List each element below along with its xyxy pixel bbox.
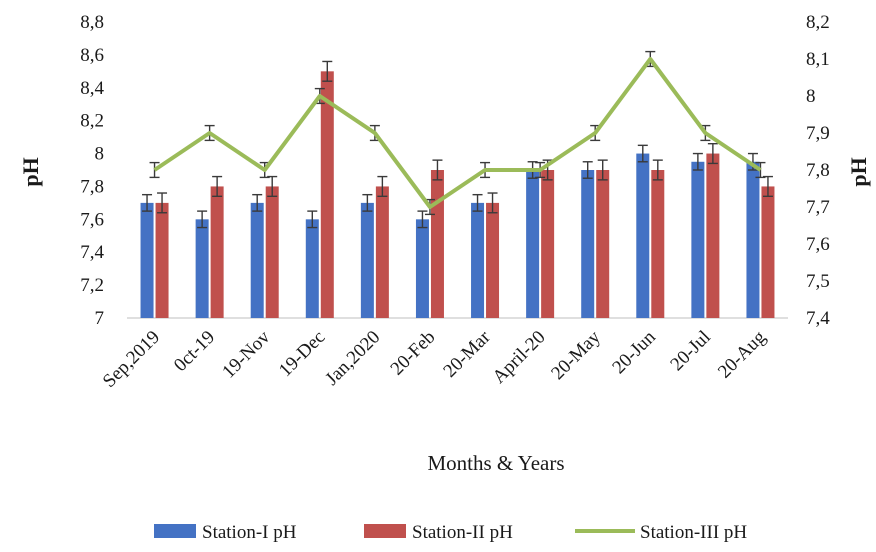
station-ii-bar [651,170,664,318]
station-ii-bar [376,186,389,318]
y-tick-left: 8,4 [80,78,104,99]
legend: Station-I pH Station-II pH Station-III pH [154,522,747,543]
station-ii-bar [266,186,279,318]
y-tick-left: 8,2 [80,111,104,132]
x-tick-label: 0ct-19 [170,327,219,376]
station-ii-bar [706,154,719,318]
x-tick-label: April-20 [489,327,550,388]
x-tick-label: 20-Mar [439,326,495,382]
station-i-bar [526,170,539,318]
x-tick-label: Sep,2019 [99,327,164,392]
station-ii-bar [541,170,554,318]
station-i-bar [141,203,154,318]
x-tick-label: 20-Aug [714,326,770,382]
y-tick-left: 8,6 [80,45,104,66]
station-i-bar [581,170,594,318]
y-tick-left: 8,8 [80,12,104,33]
y-tick-right: 7,6 [806,234,830,255]
station-i-bar [306,219,319,318]
x-tick-label: 20-Jun [608,326,660,378]
y-tick-left: 8 [95,144,105,165]
station-ii-bar [486,203,499,318]
y-tick-left: 7 [95,308,105,329]
station-ii-bar [596,170,609,318]
station-ii-bar [321,71,334,318]
y-tick-right: 7,5 [806,271,830,292]
x-tick-label: 19-Dec [275,327,329,381]
station-ii-bar [211,186,224,318]
legend-item-station-ii-label: Station-II pH [412,522,513,543]
legend-item-station-iii-label: Station-III pH [640,522,747,543]
station-i-bar [636,154,649,318]
y-tick-right: 7,7 [806,197,830,218]
station-ii-bar [431,170,444,318]
line-series [155,59,761,207]
y-tick-right: 7,9 [806,123,830,144]
x-tick-label: Jan,2020 [321,327,384,390]
station-ii-bar [761,186,774,318]
bars [141,71,775,318]
y-tick-right: 8 [806,86,816,107]
station-i-bar [746,162,759,318]
error-bars [142,52,773,228]
y-tick-left: 7,4 [80,242,104,263]
y-tick-left: 7,6 [80,209,104,230]
station-i-bar [251,203,264,318]
x-tick-label: 20-May [547,326,605,384]
legend-item-station-i-label: Station-I pH [202,522,297,543]
y-tick-right: 8,2 [806,12,830,33]
x-tick-label: 19-Nov [218,326,274,382]
station-i-bar [471,203,484,318]
station-i-bar [416,219,429,318]
y-axis-title-left: pH [18,157,43,186]
station-iii-line [155,59,761,207]
y-tick-right: 7,4 [806,308,830,329]
x-tick-label: 20-Jul [666,327,714,375]
station-i-bar [196,219,209,318]
y-tick-left: 7,8 [80,176,104,197]
y-tick-right: 7,8 [806,160,830,181]
y-tick-right: 8,1 [806,49,830,70]
legend-item-station-ii-swatch [364,524,406,538]
legend-item-station-i-swatch [154,524,196,538]
y-axis-title-right: pH [846,157,871,186]
station-i-bar [691,162,704,318]
station-ii-bar [156,203,169,318]
x-axis-title: Months & Years [427,451,564,475]
station-i-bar [361,203,374,318]
x-tick-label: 20-Feb [387,327,440,380]
y-tick-left: 7,2 [80,275,104,296]
